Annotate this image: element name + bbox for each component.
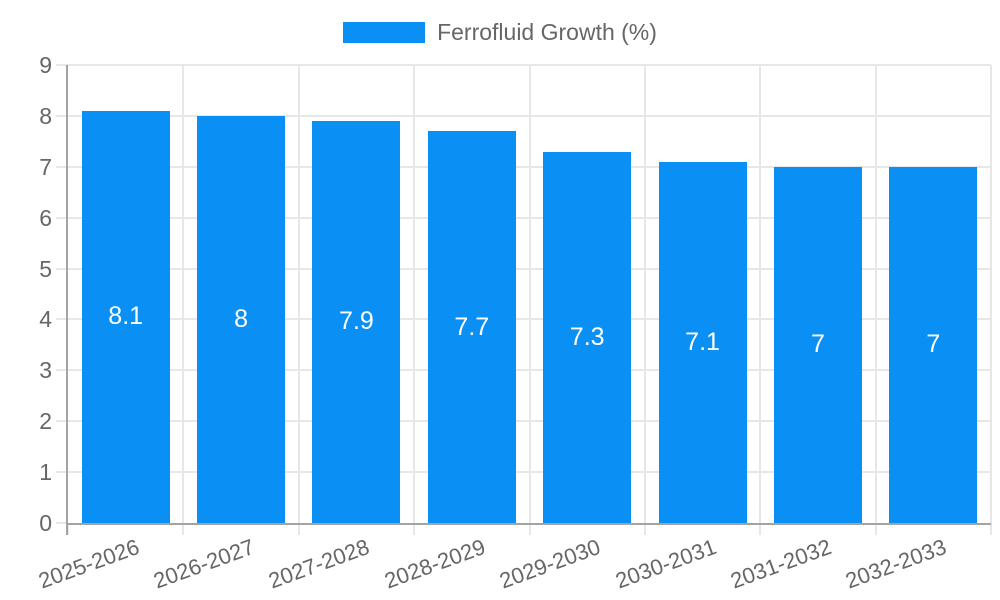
bar-value-label: 8 <box>234 304 249 333</box>
y-tick-label: 5 <box>39 255 52 282</box>
bar: 8.1 <box>81 110 170 523</box>
bar-value-label: 7.9 <box>339 307 374 336</box>
bar-value-label: 7 <box>926 330 941 359</box>
y-tick-label: 3 <box>39 357 52 384</box>
v-gridline <box>874 65 877 523</box>
x-axis-tick <box>643 523 646 535</box>
y-axis-tick <box>56 318 68 321</box>
x-axis-tick <box>874 523 877 535</box>
y-tick-label: 2 <box>39 408 52 435</box>
legend-item[interactable]: Ferrofluid Growth (%) <box>0 19 1000 46</box>
v-gridline <box>990 65 992 523</box>
x-axis-tick <box>759 523 762 535</box>
bar: 7.7 <box>427 131 516 523</box>
v-gridline <box>528 65 531 523</box>
x-axis-tick <box>67 523 69 535</box>
v-gridline <box>759 65 762 523</box>
y-axis-tick <box>56 369 68 372</box>
x-axis-tick <box>182 523 185 535</box>
y-axis-tick <box>56 471 68 474</box>
y-tick-label: 6 <box>39 204 52 231</box>
y-axis-tick <box>56 216 68 219</box>
bar: 7 <box>889 166 978 523</box>
y-tick-label: 9 <box>39 52 52 78</box>
bar-value-label: 7 <box>810 330 825 359</box>
y-axis-line <box>66 65 68 535</box>
bar-value-label: 7.7 <box>454 312 490 341</box>
bar: 7.1 <box>658 161 747 523</box>
legend-swatch <box>343 22 426 43</box>
bar: 7.9 <box>312 120 401 523</box>
x-axis-tick <box>528 523 531 535</box>
v-gridline <box>643 65 646 523</box>
v-gridline <box>413 65 416 523</box>
y-tick-label: 7 <box>39 153 52 180</box>
y-tick-label: 4 <box>39 306 52 333</box>
bar: 8 <box>197 115 286 523</box>
y-axis-tick <box>56 420 68 423</box>
x-axis-line <box>66 523 991 525</box>
bar-value-label: 8.1 <box>108 302 144 331</box>
v-gridline <box>182 65 185 523</box>
x-axis-tick <box>413 523 416 535</box>
v-gridline <box>297 65 300 523</box>
y-tick-label: 1 <box>39 459 52 486</box>
bar-value-label: 7.3 <box>569 322 605 351</box>
y-axis-tick <box>56 165 68 168</box>
bar: 7 <box>773 166 862 523</box>
y-axis-tick <box>56 64 68 66</box>
y-tick-label: 0 <box>39 510 52 536</box>
x-axis-tick <box>297 523 300 535</box>
bar: 7.3 <box>543 151 632 523</box>
y-axis-tick <box>56 114 68 117</box>
y-axis-tick <box>56 267 68 270</box>
y-axis-tick <box>56 522 68 524</box>
x-axis-tick <box>990 523 992 535</box>
legend-label: Ferrofluid Growth (%) <box>437 19 657 45</box>
y-tick-label: 8 <box>39 102 52 129</box>
bar-value-label: 7.1 <box>685 327 720 356</box>
